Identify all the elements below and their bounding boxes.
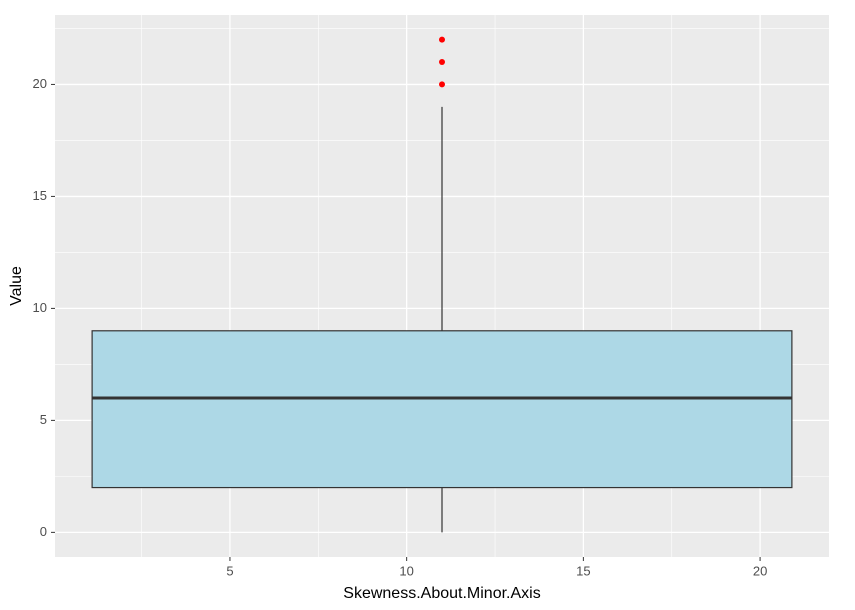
y-tick-label: 5 — [40, 412, 47, 427]
outlier — [439, 59, 445, 66]
x-axis-title: Skewness.About.Minor.Axis — [343, 585, 540, 602]
x-tick-label: 20 — [753, 563, 767, 578]
y-tick-label: 0 — [40, 524, 47, 539]
x-tick-label: 5 — [226, 563, 233, 578]
y-tick-label: 10 — [33, 300, 47, 315]
outlier — [439, 81, 445, 88]
y-axis-title: Value — [8, 266, 25, 306]
y-tick-label: 20 — [33, 76, 47, 91]
y-tick-label: 15 — [33, 188, 47, 203]
outlier — [439, 36, 445, 43]
x-tick-label: 10 — [399, 563, 413, 578]
box — [91, 330, 793, 489]
x-tick-label: 15 — [576, 563, 590, 578]
